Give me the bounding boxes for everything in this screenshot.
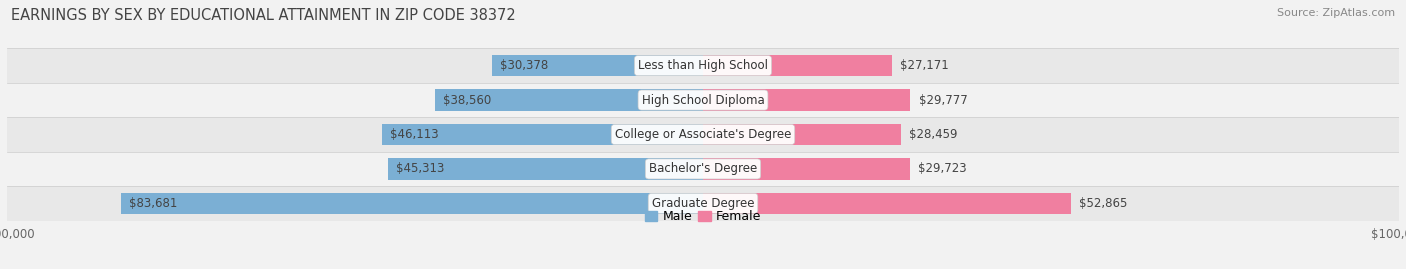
Bar	[703, 158, 910, 180]
Bar	[703, 124, 901, 145]
Bar	[703, 89, 910, 111]
Bar	[7, 152, 1399, 186]
Bar	[382, 124, 703, 145]
Text: $28,459: $28,459	[910, 128, 957, 141]
Text: $29,723: $29,723	[918, 162, 967, 175]
Text: Less than High School: Less than High School	[638, 59, 768, 72]
Text: $45,313: $45,313	[396, 162, 444, 175]
Text: High School Diploma: High School Diploma	[641, 94, 765, 107]
Text: $46,113: $46,113	[391, 128, 439, 141]
Bar	[492, 55, 703, 76]
Text: $38,560: $38,560	[443, 94, 491, 107]
Text: $30,378: $30,378	[501, 59, 548, 72]
Text: $29,777: $29,777	[918, 94, 967, 107]
Text: College or Associate's Degree: College or Associate's Degree	[614, 128, 792, 141]
Bar	[7, 48, 1399, 83]
Text: Bachelor's Degree: Bachelor's Degree	[650, 162, 756, 175]
Bar	[121, 193, 703, 214]
Bar	[388, 158, 703, 180]
Bar	[703, 193, 1071, 214]
Bar	[7, 117, 1399, 152]
Text: $27,171: $27,171	[900, 59, 949, 72]
Text: Source: ZipAtlas.com: Source: ZipAtlas.com	[1277, 8, 1395, 18]
Text: $52,865: $52,865	[1080, 197, 1128, 210]
Bar	[7, 83, 1399, 117]
Text: Graduate Degree: Graduate Degree	[652, 197, 754, 210]
Bar	[7, 186, 1399, 221]
Text: EARNINGS BY SEX BY EDUCATIONAL ATTAINMENT IN ZIP CODE 38372: EARNINGS BY SEX BY EDUCATIONAL ATTAINMEN…	[11, 8, 516, 23]
Bar	[434, 89, 703, 111]
Text: $83,681: $83,681	[129, 197, 177, 210]
Legend: Male, Female: Male, Female	[640, 205, 766, 228]
Bar	[703, 55, 891, 76]
